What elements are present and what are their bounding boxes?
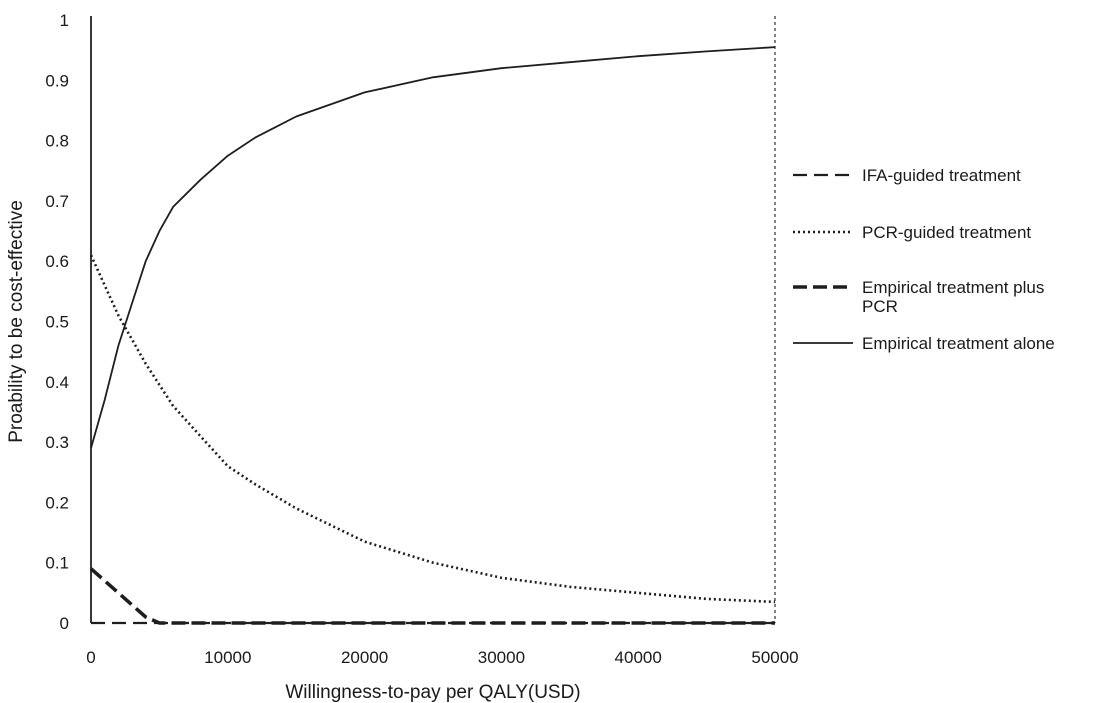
y-tick-label: 0.1 (45, 554, 69, 573)
x-axis-title: Willingness-to-pay per QALY(USD) (285, 682, 580, 703)
y-tick-label: 0.7 (45, 192, 69, 211)
x-tick-label: 30000 (478, 648, 525, 667)
y-tick-label: 0.4 (45, 373, 69, 392)
series-line-3 (89, 567, 775, 625)
y-tick-label: 0.8 (45, 132, 69, 151)
series-line-4 (90, 46, 776, 449)
y-tick-label: 0 (60, 614, 69, 633)
y-tick-label: 0.5 (45, 313, 69, 332)
y-axis-title: Proability to be cost-effective (6, 200, 27, 443)
y-tick-label: 0.6 (45, 252, 69, 271)
y-tick-label: 0.9 (45, 71, 69, 90)
y-tick-label: 1 (60, 11, 69, 30)
legend-label-3: Empirical treatment plus PCR (862, 278, 1044, 316)
x-tick-label: 50000 (751, 648, 798, 667)
x-tick-label: 10000 (204, 648, 251, 667)
legend-label-2: PCR-guided treatment (862, 223, 1031, 242)
x-tick-label: 40000 (615, 648, 662, 667)
y-tick-label: 0.3 (45, 433, 69, 452)
axes: 0 0.1 0.2 0.3 0.4 0.5 0.6 0.7 0.8 0.9 1 0 10000 20000… (45, 11, 798, 667)
series-line-2 (89, 254, 776, 604)
legend-label-1: IFA-guided treatment (862, 166, 1021, 185)
legend-label-4: Empirical treatment alone (862, 334, 1055, 353)
legend: IFA-guided treatment PCR-guided treatment… (793, 166, 1055, 353)
x-tick-label: 20000 (341, 648, 388, 667)
series-layer (89, 46, 776, 625)
x-tick-label: 0 (86, 648, 95, 667)
y-tick-label: 0.2 (45, 493, 69, 512)
